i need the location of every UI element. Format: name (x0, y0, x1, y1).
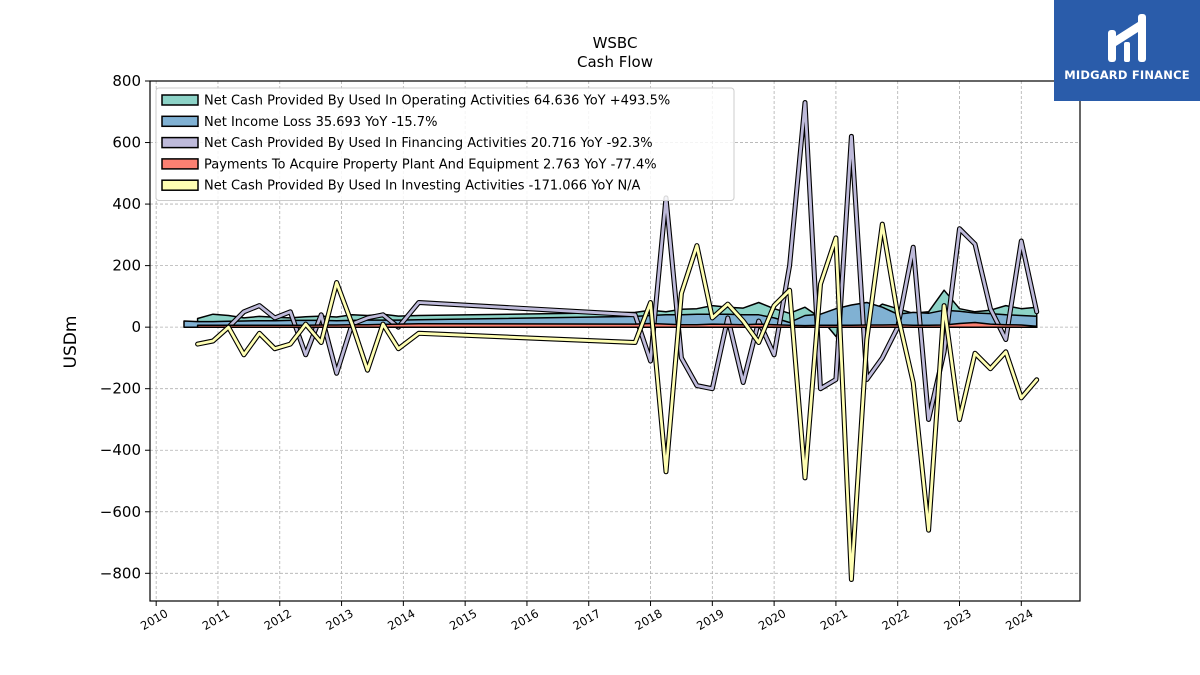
x-tick-label: 2016 (509, 606, 541, 633)
y-tick-label: −400 (100, 441, 141, 459)
x-tick-label: 2021 (818, 606, 850, 633)
series-line-outline-4 (195, 221, 1040, 582)
y-tick-label: −800 (100, 564, 141, 582)
legend-label-3: Payments To Acquire Property Plant And E… (204, 157, 657, 172)
series-group (183, 100, 1040, 582)
legend-swatch-3 (161, 158, 199, 170)
x-tick-label: 2012 (262, 606, 294, 633)
legend-swatch-0 (161, 94, 199, 106)
x-tick-label: 2013 (323, 606, 355, 633)
y-axis-label: USDm (61, 316, 81, 369)
chart-title: WSBC (593, 34, 638, 52)
legend-label-1: Net Income Loss 35.693 YoY -15.7% (204, 115, 437, 130)
y-tick-label: 200 (112, 257, 141, 275)
y-tick-label: −600 (100, 503, 141, 521)
y-tick-label: 800 (112, 72, 141, 90)
legend-swatch-2 (161, 136, 199, 149)
series-line-4 (196, 222, 1039, 581)
x-tick-label: 2023 (941, 606, 973, 633)
brand-mark-icon (1054, 0, 1200, 101)
x-tick-label: 2019 (694, 606, 726, 633)
x-tick-label: 2014 (385, 606, 417, 633)
x-tick-label: 2024 (1003, 606, 1035, 633)
legend-swatch-1 (161, 115, 199, 128)
x-tick-label: 2022 (880, 606, 912, 633)
x-tick-label: 2018 (632, 606, 664, 633)
legend-label-0: Net Cash Provided By Used In Operating A… (204, 94, 670, 109)
y-tick-label: −200 (100, 380, 141, 398)
y-tick-label: 600 (112, 134, 141, 152)
legend-box (155, 87, 735, 201)
legend-swatch-4 (161, 179, 199, 191)
x-tick-label: 2017 (571, 606, 603, 633)
brand-logo: MIDGARD FINANCE (1054, 0, 1200, 101)
legend: Net Cash Provided By Used In Operating A… (155, 87, 735, 201)
y-tick-label: 400 (112, 195, 141, 213)
brand-name: MIDGARD FINANCE (1064, 68, 1190, 82)
y-tick-label: 0 (131, 318, 141, 336)
x-tick-label: 2015 (447, 606, 479, 633)
legend-label-2: Net Cash Provided By Used In Financing A… (204, 136, 653, 151)
legend-label-4: Net Cash Provided By Used In Investing A… (204, 179, 641, 194)
x-tick-label: 2011 (200, 606, 232, 633)
x-tick-label: 2010 (138, 606, 170, 633)
chart-subtitle: Cash Flow (577, 53, 653, 71)
x-tick-label: 2020 (756, 606, 788, 633)
plot-frame (149, 80, 1081, 602)
